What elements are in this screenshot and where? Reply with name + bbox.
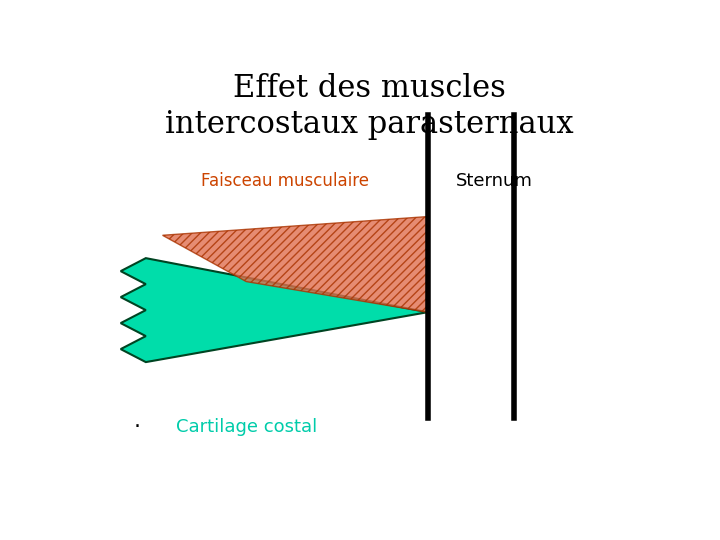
Text: Effet des muscles
intercostaux parasternaux: Effet des muscles intercostaux parastern… — [165, 73, 573, 140]
Text: Cartilage costal: Cartilage costal — [176, 417, 317, 436]
Text: ·: · — [134, 416, 141, 436]
Text: Faisceau musculaire: Faisceau musculaire — [202, 172, 369, 190]
Polygon shape — [163, 217, 428, 312]
Text: Sternum: Sternum — [456, 172, 532, 190]
Polygon shape — [121, 258, 428, 362]
